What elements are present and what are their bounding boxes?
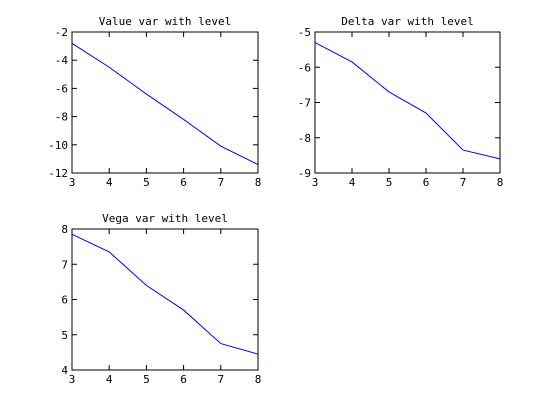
- x-tick-label: 6: [180, 373, 187, 386]
- y-tick-label: 4: [61, 364, 68, 377]
- y-tick-label: -5: [298, 26, 311, 39]
- x-tick-label: 4: [106, 373, 113, 386]
- y-tick-label: -9: [298, 167, 311, 180]
- x-tick-label: 4: [106, 176, 113, 189]
- chart-title: Vega var with level: [102, 212, 228, 225]
- y-tick-label: -2: [55, 26, 68, 39]
- x-tick-label: 5: [386, 176, 393, 189]
- y-tick-label: -12: [48, 167, 68, 180]
- series-line: [71, 233, 259, 355]
- x-tick-label: 3: [69, 373, 76, 386]
- x-tick-label: 7: [460, 176, 467, 189]
- y-tick-label: -4: [55, 54, 69, 67]
- x-tick-label: 8: [255, 373, 262, 386]
- y-tick-label: 8: [61, 223, 68, 236]
- subplot-2: Delta var with level 3 4 5 6 7 8 -9 -8 -7 -6 -5: [298, 15, 504, 189]
- series-line: [71, 42, 259, 165]
- y-tick-label: -8: [55, 111, 68, 124]
- x-tick-label: 7: [217, 373, 224, 386]
- y-tick-label: 6: [61, 294, 68, 307]
- x-tick-label: 7: [217, 176, 224, 189]
- y-tick-label: -7: [298, 97, 311, 110]
- x-tick-label: 8: [497, 176, 504, 189]
- x-tick-label: 5: [143, 176, 150, 189]
- y-tick-label: 7: [61, 258, 68, 271]
- axes-box: [71, 31, 259, 174]
- x-tick-label: 3: [69, 176, 76, 189]
- chart-title: Value var with level: [99, 15, 231, 28]
- series-line: [314, 42, 501, 160]
- y-tick-label: 5: [61, 329, 68, 342]
- subplot-1: Value var with level 3 4 5 6 7 8 -12 -10 -8 -6 -4 -2: [48, 15, 261, 189]
- y-tick-label: -6: [298, 61, 311, 74]
- axes-box: [71, 228, 259, 371]
- y-tick-label: -10: [48, 139, 68, 152]
- x-tick-label: 6: [180, 176, 187, 189]
- x-tick-label: 5: [143, 373, 150, 386]
- y-tick-label: -8: [298, 132, 311, 145]
- chart-title: Delta var with level: [341, 15, 473, 28]
- x-tick-label: 6: [423, 176, 430, 189]
- x-tick-label: 8: [255, 176, 262, 189]
- x-tick-label: 4: [349, 176, 356, 189]
- y-tick-label: -6: [55, 82, 68, 95]
- x-tick-label: 3: [312, 176, 319, 189]
